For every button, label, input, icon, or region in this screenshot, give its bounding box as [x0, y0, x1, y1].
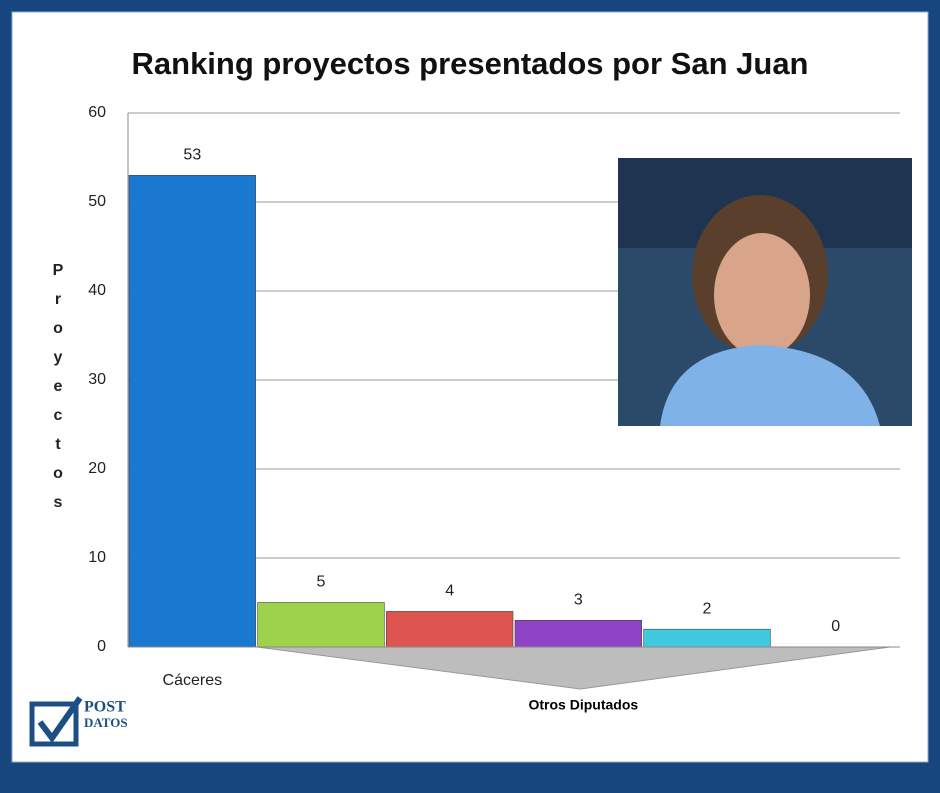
logo-text: DATOS: [84, 715, 128, 730]
y-tick-label: 20: [88, 460, 106, 477]
value-label: 3: [574, 592, 583, 609]
photo: [618, 158, 912, 426]
value-label: 4: [445, 583, 454, 600]
y-tick-label: 40: [88, 282, 106, 299]
annotation: Otros Diputados: [528, 697, 638, 713]
logo-text: POST: [84, 699, 126, 716]
x-tick-label: Cáceres: [163, 672, 223, 689]
chart-title: Ranking proyectos presentados por San Ju…: [132, 46, 809, 81]
bar: [128, 175, 256, 648]
value-label: 2: [703, 600, 712, 617]
value-label: 0: [831, 618, 840, 635]
y-axis-label: Proyectos: [50, 262, 67, 523]
bar: [514, 619, 642, 648]
y-tick-label: 10: [88, 549, 106, 566]
y-tick-label: 60: [88, 104, 106, 121]
y-tick-label: 30: [88, 371, 106, 388]
value-label: 53: [183, 147, 201, 164]
bar: [643, 628, 771, 648]
y-tick-label: 0: [97, 638, 106, 655]
value-label: 5: [317, 574, 326, 591]
y-tick-label: 50: [88, 193, 106, 210]
bar: [257, 602, 385, 648]
bar: [386, 611, 514, 648]
logo: POST DATOS: [29, 696, 128, 747]
